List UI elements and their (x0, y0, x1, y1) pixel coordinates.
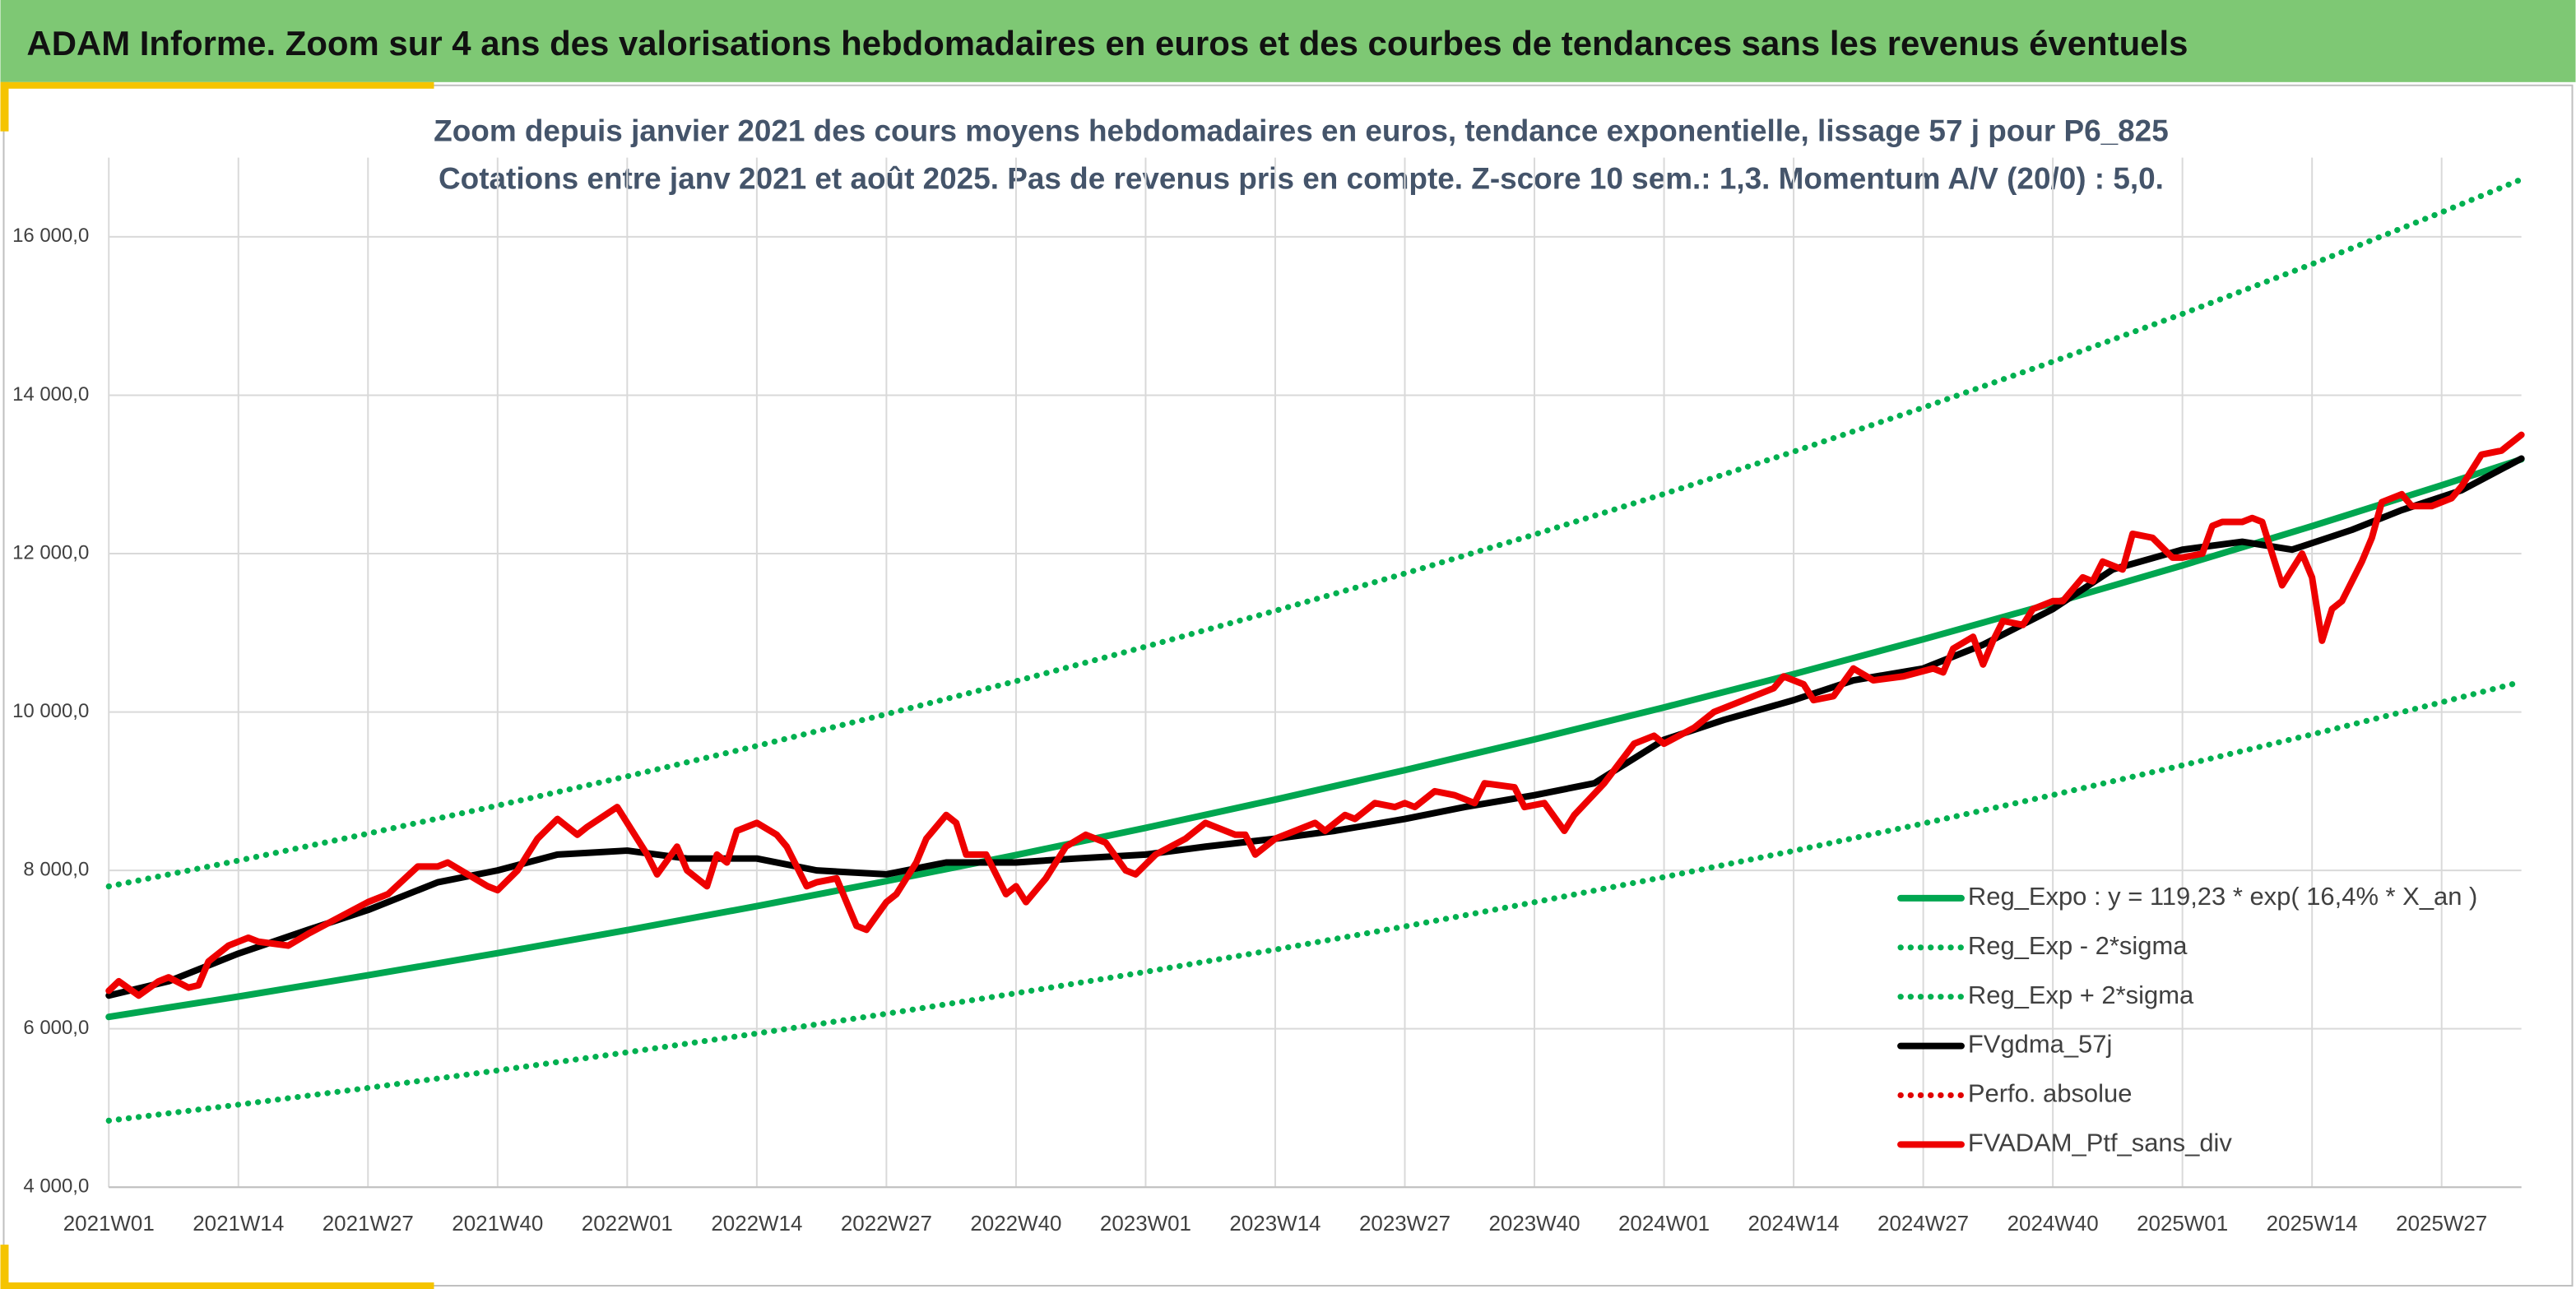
legend-label: Reg_Exp - 2*sigma (1968, 931, 2188, 960)
series-line (105, 456, 2525, 1021)
header-bar (0, 0, 2576, 82)
y-tick-label: 6 000,0 (23, 1017, 89, 1039)
x-tick-label: 2023W40 (1488, 1212, 1580, 1236)
y-tick-label: 16 000,0 (12, 225, 89, 247)
x-tick-label: 2022W27 (841, 1212, 932, 1236)
x-tick-label: 2022W01 (582, 1212, 673, 1236)
x-tick-label: 2025W27 (2396, 1212, 2487, 1236)
x-tick-label: 2021W01 (63, 1212, 155, 1236)
legend: Reg_Expo : y = 119,23 * exp( 16,4% * X_a… (1897, 882, 2477, 1157)
x-tick-label: 2021W40 (452, 1212, 543, 1236)
chart-frame (2, 84, 2574, 1287)
y-tick-label: 14 000,0 (12, 383, 89, 406)
plot (105, 176, 2525, 1124)
accent (0, 1245, 9, 1289)
x-tick-label: 2021W27 (323, 1212, 414, 1236)
x-tick-label: 2023W01 (1100, 1212, 1191, 1236)
x-tick-label: 2023W14 (1229, 1212, 1320, 1236)
x-tick-label: 2024W27 (1877, 1212, 1969, 1236)
legend-label: FVgdma_57j (1968, 1030, 2112, 1059)
series-line (105, 176, 2525, 890)
x-tick-label: 2023W27 (1359, 1212, 1450, 1236)
x-tick-label: 2025W14 (2267, 1212, 2358, 1236)
header-title: ADAM Informe. Zoom sur 4 ans des valoris… (26, 24, 2188, 63)
x-tick-label: 2021W14 (193, 1212, 284, 1236)
x-tick-label: 2024W01 (1618, 1212, 1710, 1236)
x-tick-label: 2025W01 (2137, 1212, 2228, 1236)
y-tick-label: 4 000,0 (23, 1175, 89, 1198)
legend-label: Reg_Exp + 2*sigma (1968, 981, 2194, 1009)
y-tick-label: 12 000,0 (12, 541, 89, 563)
x-tick-label: 2022W14 (711, 1212, 802, 1236)
accent (0, 81, 9, 132)
chart-subtitle: Cotations entre janv 2021 et août 2025. … (439, 161, 2164, 195)
legend-label: FVADAM_Ptf_sans_div (1968, 1129, 2232, 1157)
x-tick-label: 2022W40 (970, 1212, 1061, 1236)
grid: 4 000,0 6 000,0 8 000,0 10 000,0 12 000,0 14 … (12, 157, 2522, 1236)
chart-title: Zoom depuis janvier 2021 des cours moyen… (434, 114, 2169, 147)
legend-label: Perfo. absolue (1968, 1079, 2133, 1108)
x-tick-label: 2024W40 (2007, 1212, 2099, 1236)
accent (0, 81, 434, 89)
legend-label: Reg_Expo : y = 119,23 * exp( 16,4% * X_a… (1968, 882, 2477, 911)
y-tick-label: 10 000,0 (12, 700, 89, 722)
series-line (105, 679, 2525, 1124)
x-tick-label: 2024W14 (1748, 1212, 1840, 1236)
y-tick-label: 8 000,0 (23, 858, 89, 880)
series-line (105, 431, 2525, 999)
accent (0, 1282, 434, 1289)
